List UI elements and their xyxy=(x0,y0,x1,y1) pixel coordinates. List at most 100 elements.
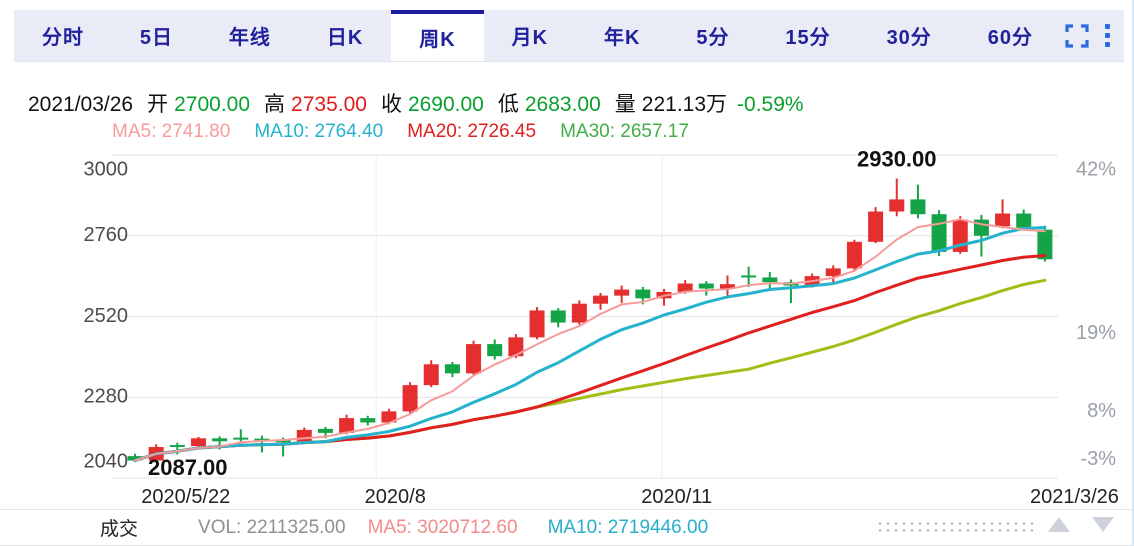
ma-legend-item: MA5: 2741.80 xyxy=(112,121,231,142)
kebab-menu-icon[interactable] xyxy=(1103,22,1112,49)
toolbar-icons xyxy=(1061,10,1124,61)
candle xyxy=(508,337,524,357)
candle xyxy=(910,199,926,215)
tab-月K[interactable]: 月K xyxy=(511,27,549,49)
quote-field-value: 2683.00 xyxy=(524,93,601,116)
candle xyxy=(339,418,355,433)
up-arrow-button[interactable] xyxy=(1048,517,1070,532)
y-axis-percent-label: 42% xyxy=(1076,158,1116,180)
timeframe-tab-bar: 分时 5日 年线 日K 周K 月K 年K 5分 15分 30分 60分 xyxy=(14,10,1124,62)
candle xyxy=(995,213,1011,227)
volume-value: VOL: 2211325.00 xyxy=(198,516,346,538)
ma-legend: MA5: 2741.80 MA10: 2764.40 MA20: 2726.45 MA… xyxy=(112,121,689,145)
x-axis-date-label: 2021/3/26 xyxy=(1030,486,1119,508)
candle xyxy=(677,283,693,292)
candle xyxy=(571,303,587,323)
candle xyxy=(233,437,249,440)
candle xyxy=(169,445,185,448)
ma5-line xyxy=(134,218,1046,462)
candle xyxy=(868,211,884,242)
high-price-annotation: 2930.00 xyxy=(857,148,937,172)
candle xyxy=(360,418,376,423)
tab-周K[interactable]: 周K xyxy=(391,10,484,61)
ma-legend-item: MA10: 2764.40 xyxy=(254,121,384,142)
quote-field-value: 2735.00 xyxy=(291,93,367,116)
ma-legend-item: MA30: 2657.17 xyxy=(560,121,689,142)
y-axis-price-label: 2520 xyxy=(84,305,129,327)
tab-年线[interactable]: 年线 xyxy=(228,27,271,49)
y-axis-percent-label: 19% xyxy=(1076,322,1116,344)
candle xyxy=(466,344,482,374)
ma-legend-item: MA20: 2726.45 xyxy=(407,121,537,142)
tab-5日[interactable]: 5日 xyxy=(139,27,173,49)
candle xyxy=(762,277,778,283)
candle xyxy=(402,385,418,412)
candle xyxy=(741,275,757,278)
tab-年K[interactable]: 年K xyxy=(603,27,641,49)
down-arrow-button[interactable] xyxy=(1092,517,1114,532)
ma30-line xyxy=(133,278,1047,462)
low-price-annotation: 2087.00 xyxy=(148,455,228,480)
y-axis-percent-label: 8% xyxy=(1087,400,1116,422)
candle xyxy=(423,364,439,386)
candle xyxy=(444,364,460,374)
candle xyxy=(127,456,143,461)
ma20-line xyxy=(133,254,1047,462)
candle xyxy=(550,310,566,323)
x-axis-date-label: 2020/11 xyxy=(641,486,712,508)
tab-日K[interactable]: 日K xyxy=(326,27,364,49)
candle xyxy=(825,268,841,277)
x-axis-date-label: 2020/5/22 xyxy=(141,486,230,508)
candle xyxy=(1016,213,1032,228)
candle xyxy=(635,289,651,299)
candle xyxy=(614,289,630,296)
candle xyxy=(698,283,714,289)
quote-field-label: 收 xyxy=(380,93,402,116)
y-axis-price-label: 2040 xyxy=(84,450,129,472)
candle xyxy=(212,438,228,442)
y-axis-percent-label: -3% xyxy=(1080,448,1116,470)
quote-field-label: 量 xyxy=(614,93,636,116)
quote-field-label: 低 xyxy=(497,93,519,116)
volume-pane-header: 成交 VOL: 2211325.00 MA5: 3020712.60 MA10:… xyxy=(0,509,1132,545)
y-axis-price-label: 3000 xyxy=(84,158,129,180)
candle xyxy=(889,199,905,212)
volume-ma10: MA10: 2719446.00 xyxy=(547,516,709,538)
quote-field-value: 2700.00 xyxy=(174,93,251,116)
change-percent: -0.59% xyxy=(737,93,804,116)
candle xyxy=(296,429,312,442)
candle xyxy=(529,310,545,338)
quote-field-label: 开 xyxy=(147,93,169,116)
candle xyxy=(719,284,735,289)
quote-date: 2021/03/26 xyxy=(28,93,134,116)
quote-field-value: 2690.00 xyxy=(407,93,484,116)
tab-60分[interactable]: 60分 xyxy=(987,27,1033,49)
candle xyxy=(846,241,862,269)
candle xyxy=(275,440,291,443)
fullscreen-icon[interactable] xyxy=(1065,23,1089,48)
quote-field-value: 221.13万 xyxy=(641,93,728,116)
ma10-line xyxy=(133,226,1047,462)
quote-info-bar: 2021/03/26 开 2700.00 高 2735.00 收 2690.00 低 2683… xyxy=(28,88,804,116)
tab-5分[interactable]: 5分 xyxy=(696,27,730,49)
volume-ma5: MA5: 3020712.60 xyxy=(367,516,518,538)
tab-30分[interactable]: 30分 xyxy=(886,27,932,49)
scroll-dots-handle[interactable] xyxy=(876,519,1038,533)
volume-title: 成交 xyxy=(100,519,139,540)
y-axis-price-label: 2280 xyxy=(84,386,129,408)
tab-分时[interactable]: 分时 xyxy=(41,27,84,49)
quote-field-label: 高 xyxy=(264,93,286,116)
tab-15分[interactable]: 15分 xyxy=(785,27,831,49)
x-axis-date-label: 2020/8 xyxy=(365,486,426,508)
candle xyxy=(381,411,397,423)
y-axis-price-label: 2760 xyxy=(84,224,129,246)
candle xyxy=(487,344,503,357)
candle xyxy=(1037,229,1053,260)
candle xyxy=(190,438,206,447)
candle xyxy=(254,438,270,441)
candle xyxy=(931,214,947,252)
candlestick-chart[interactable]: 3000 2760 2520 2280 2040 42% 19% 8% -3% 2930.00 20… xyxy=(0,148,1134,509)
candle xyxy=(317,428,333,433)
candle xyxy=(593,295,609,304)
